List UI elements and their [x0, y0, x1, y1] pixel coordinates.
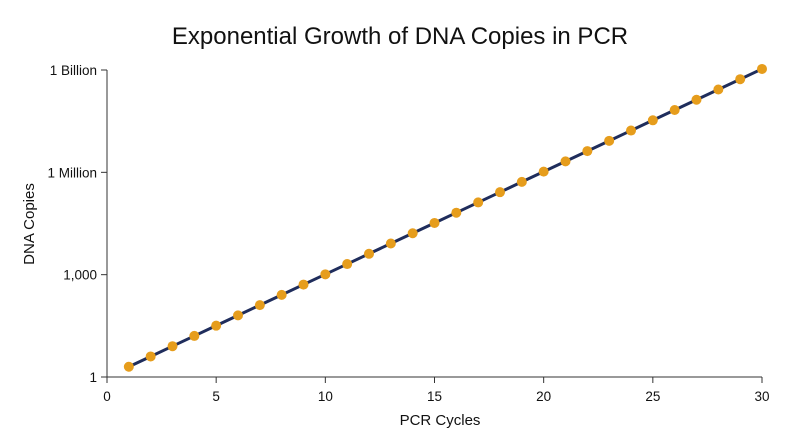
data-point	[167, 341, 178, 352]
data-point	[451, 207, 462, 218]
chart-title: Exponential Growth of DNA Copies in PCR	[172, 23, 628, 50]
data-point	[495, 187, 505, 198]
y-tick-label: 1 Billion	[50, 63, 97, 78]
data-point	[189, 330, 200, 341]
data-point	[713, 84, 724, 95]
x-tick-label: 20	[536, 389, 551, 404]
data-point	[691, 94, 702, 105]
axes: 0 5 10 15 20 25 30 1 1,000 1 Million 1 Billion	[47, 63, 769, 404]
data-point	[582, 146, 593, 157]
y-axis-title: DNA Copies	[21, 183, 38, 265]
data-point	[320, 269, 331, 280]
data-point	[123, 361, 134, 372]
data-point	[145, 351, 156, 362]
data-point	[647, 115, 658, 126]
data-point	[626, 125, 636, 136]
x-tick-label: 30	[754, 389, 769, 404]
data-point	[364, 248, 374, 259]
data-point	[233, 310, 243, 321]
data-point	[735, 74, 746, 85]
data-point	[385, 238, 396, 249]
data-point	[342, 259, 353, 270]
data-point	[669, 105, 680, 116]
x-tick-label: 15	[427, 389, 442, 404]
data-point	[429, 217, 440, 228]
data-point	[254, 300, 265, 311]
data-point	[407, 228, 418, 239]
x-tick-label: 10	[318, 389, 333, 404]
x-axis-title: PCR Cycles	[400, 412, 481, 429]
data-point	[473, 197, 484, 208]
data-point	[538, 166, 549, 177]
y-tick-label: 1	[89, 370, 97, 385]
x-tick-label: 5	[212, 389, 220, 404]
series-layer	[123, 63, 767, 372]
data-point	[516, 176, 527, 187]
series-line	[127, 67, 764, 369]
y-tick-label: 1 Million	[47, 165, 97, 180]
data-point	[604, 135, 615, 146]
data-point	[757, 63, 767, 74]
data-point	[211, 320, 222, 331]
data-point	[298, 279, 309, 290]
x-tick-label: 25	[645, 389, 660, 404]
data-point	[276, 289, 287, 300]
data-point	[560, 156, 571, 167]
y-tick-label: 1,000	[63, 268, 97, 283]
x-tick-label: 0	[103, 389, 111, 404]
